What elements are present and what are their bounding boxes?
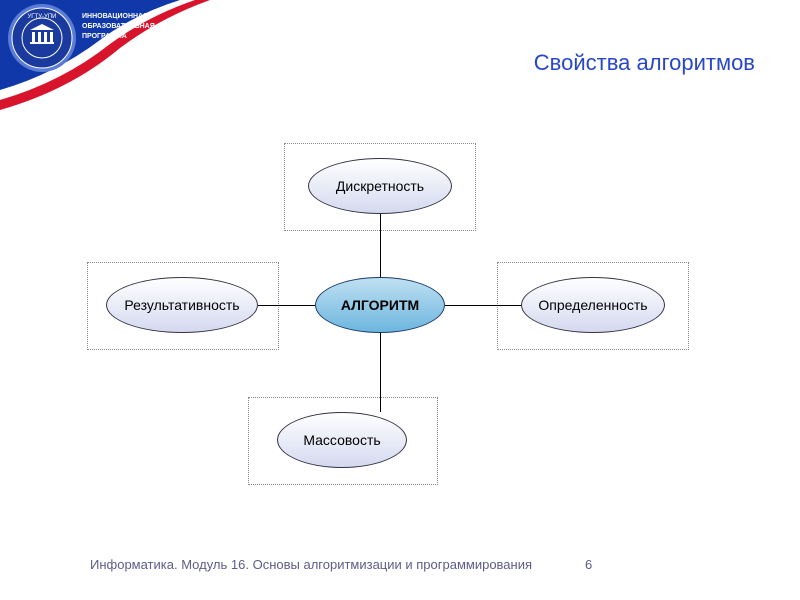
node-top: Дискретность: [308, 158, 452, 214]
node-right-label: Определенность: [538, 297, 647, 313]
node-left-label: Результативность: [124, 297, 239, 313]
connector-top: [380, 214, 381, 277]
node-bottom-label: Массовость: [303, 432, 380, 448]
node-right: Определенность: [521, 277, 665, 333]
logo-text-3: ПРОГРАММА: [82, 33, 127, 40]
connector-bottom: [380, 333, 381, 412]
page-title: Свойства алгоритмов: [534, 50, 755, 76]
logo-text-2: ОБРАЗОВАТЕЛЬНАЯ: [82, 23, 155, 30]
logo-ring-text: УГТУ-УПИ: [28, 14, 57, 20]
logo-corner: УГТУ-УПИ ИННОВАЦИОННАЯ ОБРАЗОВАТЕЛЬНАЯ П…: [0, 0, 170, 110]
logo-text-1: ИННОВАЦИОННАЯ: [82, 13, 148, 20]
node-left: Результативность: [106, 277, 258, 333]
node-top-label: Дискретность: [336, 178, 424, 194]
center-node: АЛГОРИТМ: [315, 277, 445, 333]
node-bottom: Массовость: [277, 412, 407, 468]
connector-left: [258, 305, 315, 306]
footer-text: Информатика. Модуль 16. Основы алгоритми…: [90, 557, 532, 572]
connector-right: [445, 305, 521, 306]
center-node-label: АЛГОРИТМ: [341, 297, 419, 313]
page-number: 6: [585, 557, 592, 572]
logo-svg: УГТУ-УПИ ИННОВАЦИОННАЯ ОБРАЗОВАТЕЛЬНАЯ П…: [0, 0, 210, 150]
